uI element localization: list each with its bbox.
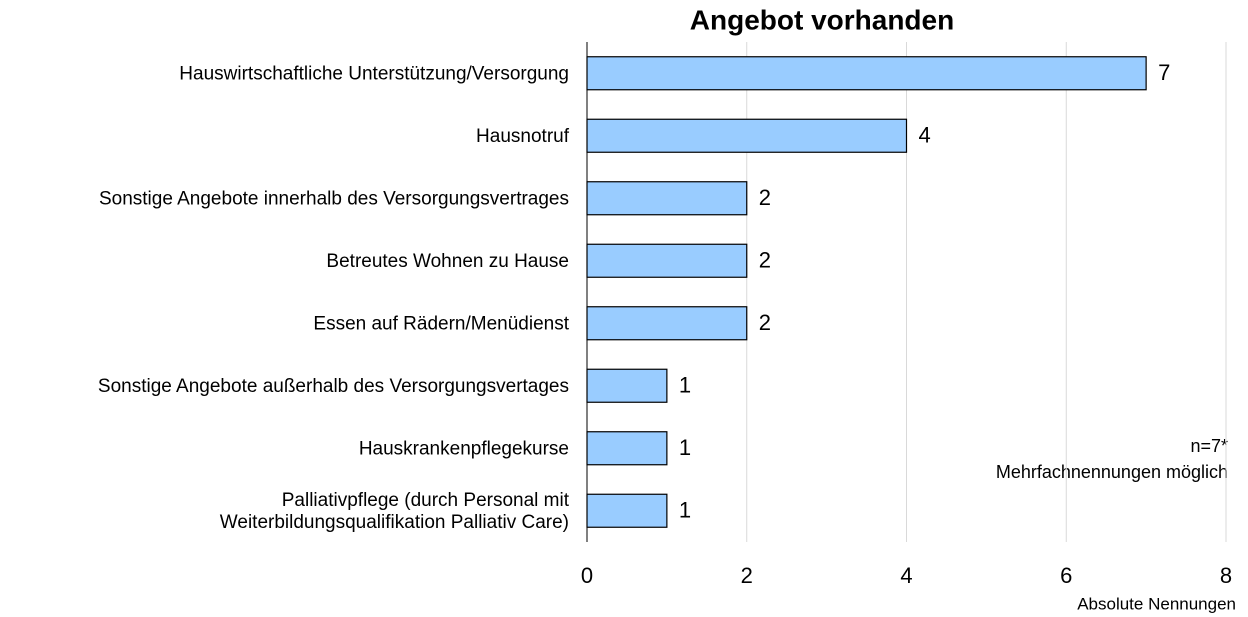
data-label: 7: [1158, 60, 1170, 85]
bar: [586, 368, 668, 403]
y-tick-label: Hauskrankenpflegekurse: [359, 438, 569, 459]
data-label: 1: [679, 498, 691, 523]
bar: [586, 306, 748, 341]
bar: [586, 493, 668, 528]
bar: [586, 181, 748, 216]
chart-title: Angebot vorhanden: [690, 4, 954, 35]
y-tick-label: Hausnotruf: [476, 126, 570, 147]
data-label: 1: [679, 373, 691, 398]
y-tick-label: Hauswirtschaftliche Unterstützung/Versor…: [179, 63, 569, 84]
bar: [586, 431, 668, 466]
data-label: 4: [919, 123, 931, 148]
data-label: 1: [679, 435, 691, 460]
y-tick-label: Sonstige Angebote außerhalb des Versorgu…: [98, 376, 569, 397]
y-tick-label: Betreutes Wohnen zu Hause: [326, 251, 569, 272]
bar: [586, 56, 1147, 91]
y-tick-label: Palliativpflege (durch Personal mit Weite…: [220, 490, 570, 533]
annotation: n=7*: [1190, 436, 1228, 456]
x-tick-label: 4: [900, 563, 912, 588]
y-tick-label: Essen auf Rädern/Menüdienst: [313, 313, 569, 334]
y-tick-label: Sonstige Angebote innerhalb des Versorgu…: [99, 188, 569, 209]
annotation: Mehrfachnennungen möglich: [996, 462, 1228, 482]
data-label: 2: [759, 248, 771, 273]
bar: [586, 243, 748, 278]
data-label: 2: [759, 185, 771, 210]
x-tick-label: 2: [741, 563, 753, 588]
data-label: 2: [759, 310, 771, 335]
x-axis-label: Absolute Nennungen: [1077, 594, 1236, 613]
x-tick-label: 6: [1060, 563, 1072, 588]
x-tick-label: 0: [581, 563, 593, 588]
bar: [586, 118, 908, 153]
x-tick-label: 8: [1220, 563, 1232, 588]
